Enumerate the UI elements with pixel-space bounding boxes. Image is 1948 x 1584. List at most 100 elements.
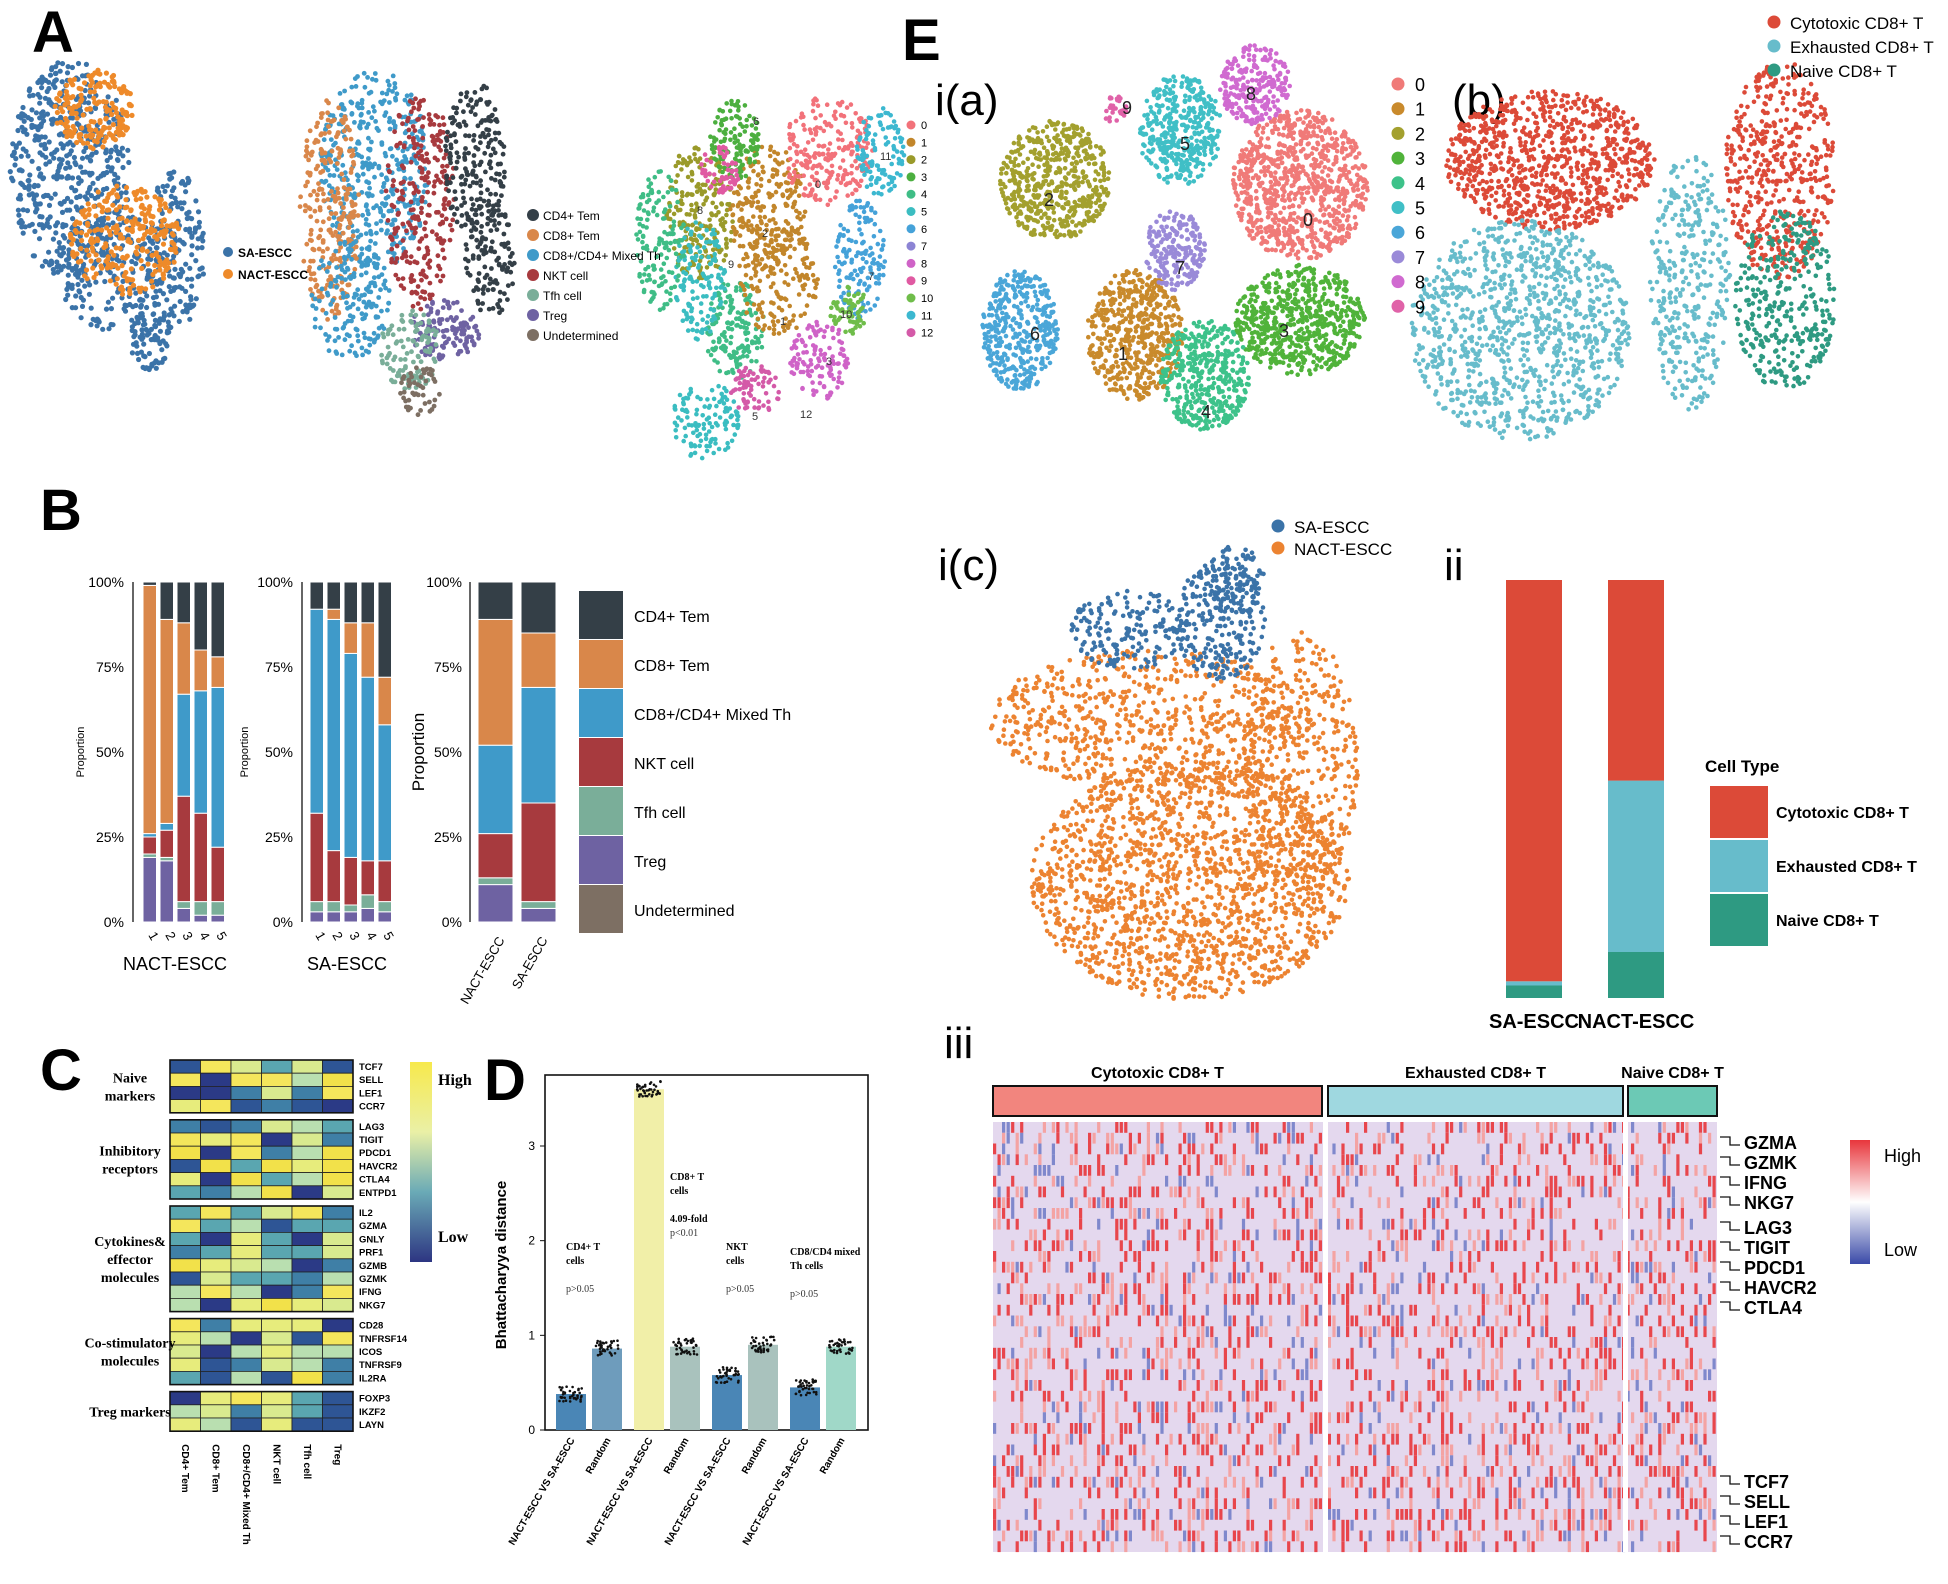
umap-point xyxy=(697,233,702,239)
umap-point xyxy=(791,201,797,206)
umap-point xyxy=(472,324,477,330)
umap-point xyxy=(760,314,766,319)
umap-point xyxy=(20,104,26,111)
umap-point xyxy=(78,86,84,92)
umap-point xyxy=(50,236,57,242)
umap-point xyxy=(439,213,445,219)
umap-point xyxy=(803,244,809,250)
umap-point xyxy=(727,293,733,299)
umap-point xyxy=(778,182,784,187)
umap-point xyxy=(488,152,494,158)
umap-point xyxy=(693,257,698,263)
umap-point xyxy=(836,375,842,380)
umap-point xyxy=(742,292,748,298)
umap-point xyxy=(865,141,871,146)
umap-point xyxy=(109,100,115,106)
umap-point xyxy=(693,220,699,225)
umap-point xyxy=(731,399,737,404)
umap-point xyxy=(347,186,353,192)
umap-point xyxy=(161,217,167,223)
umap-point xyxy=(24,131,30,137)
umap-point xyxy=(332,315,338,320)
umap-point xyxy=(401,374,407,379)
umap-point xyxy=(694,279,700,284)
umap-point xyxy=(783,150,789,155)
umap-point xyxy=(374,265,380,271)
umap-point xyxy=(446,188,451,194)
umap-point xyxy=(704,227,709,233)
umap-point xyxy=(20,207,26,213)
umap-point xyxy=(129,324,135,330)
umap-point xyxy=(367,185,372,191)
umap-point xyxy=(765,369,771,375)
umap-point xyxy=(322,160,328,166)
umap-point xyxy=(341,128,347,134)
umap-point xyxy=(871,141,876,147)
umap-point xyxy=(359,311,365,317)
umap-point xyxy=(855,181,860,187)
umap-point xyxy=(786,233,791,238)
umap-point xyxy=(689,207,694,213)
umap-point xyxy=(451,105,456,111)
umap-point xyxy=(429,229,435,235)
umap-point xyxy=(471,288,477,294)
umap-point xyxy=(490,146,496,152)
umap-point xyxy=(199,265,205,271)
umap-point xyxy=(849,121,855,126)
umap-point xyxy=(706,280,712,285)
umap-point xyxy=(725,408,730,414)
umap-point xyxy=(140,246,146,252)
umap-point xyxy=(340,325,346,331)
umap-point xyxy=(314,124,319,130)
umap-point xyxy=(796,193,802,198)
umap-point xyxy=(485,287,491,293)
umap-point xyxy=(417,165,423,171)
umap-point xyxy=(756,205,761,210)
umap-point xyxy=(360,164,366,170)
umap-point xyxy=(744,117,749,123)
umap-point xyxy=(129,258,135,265)
umap-point xyxy=(477,162,483,168)
umap-point xyxy=(309,292,315,298)
umap-point xyxy=(90,265,96,271)
umap-point xyxy=(108,249,114,255)
umap-point xyxy=(711,150,716,155)
umap-point xyxy=(139,265,145,271)
umap-point xyxy=(115,265,121,271)
umap-point xyxy=(422,226,427,232)
umap-point xyxy=(722,136,728,142)
umap-point xyxy=(835,177,840,182)
umap-point xyxy=(425,248,431,254)
umap-point xyxy=(307,237,313,243)
umap-point xyxy=(368,238,373,244)
umap-point xyxy=(301,258,307,264)
umap-point xyxy=(440,115,446,121)
umap-point xyxy=(168,170,174,176)
umap-point xyxy=(485,187,490,193)
umap-point xyxy=(891,143,896,149)
umap-point xyxy=(735,114,740,119)
umap-point xyxy=(53,64,59,70)
umap-point xyxy=(694,328,700,334)
umap-point xyxy=(445,129,450,135)
umap-point xyxy=(672,420,678,426)
umap-point xyxy=(354,256,359,261)
umap-point xyxy=(363,203,369,209)
umap-point xyxy=(79,237,85,244)
umap-point xyxy=(102,278,108,285)
umap-point xyxy=(129,112,135,118)
umap-point xyxy=(96,202,102,208)
umap-point xyxy=(366,222,372,228)
umap-point xyxy=(328,119,334,124)
umap-point xyxy=(810,294,816,299)
umap-point xyxy=(161,228,167,234)
umap-point xyxy=(343,136,349,142)
umap-point xyxy=(859,269,864,275)
umap-point xyxy=(691,430,696,436)
umap-point xyxy=(719,122,724,127)
umap-point xyxy=(415,321,420,327)
umap-point xyxy=(405,337,411,342)
umap-point xyxy=(725,320,730,326)
umap-point xyxy=(453,139,459,145)
umap-point xyxy=(336,195,342,201)
